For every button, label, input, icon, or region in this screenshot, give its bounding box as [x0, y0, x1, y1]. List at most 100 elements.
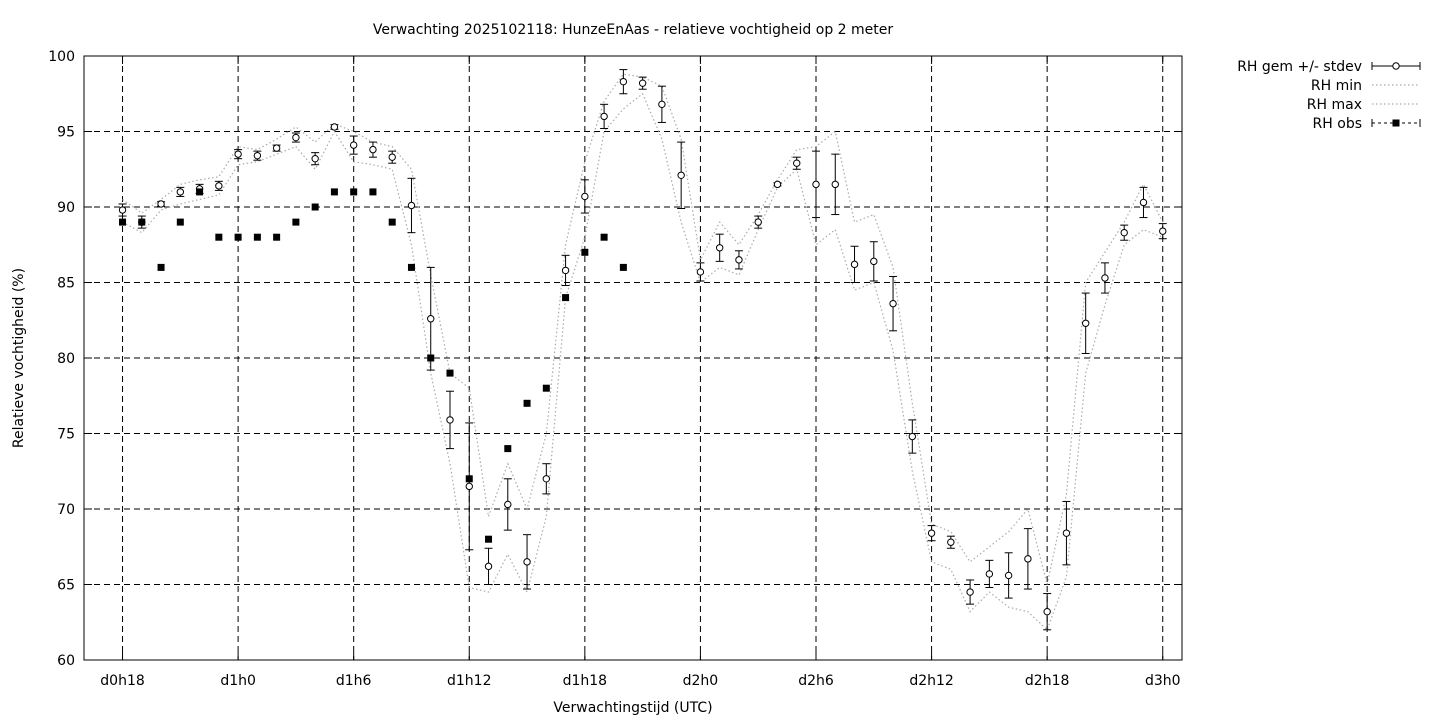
data-point-rh-gem [311, 154, 319, 163]
data-point-rh-obs [581, 248, 589, 256]
data-point-rh-gem [330, 123, 339, 131]
data-point-rh-obs [407, 263, 415, 271]
data-point-rh-obs [465, 475, 473, 483]
data-point-rh-gem [292, 133, 300, 142]
data-point-rh-gem [446, 416, 454, 424]
data-point-rh-gem [850, 260, 859, 269]
data-point-rh-obs [292, 218, 300, 226]
data-point-rh-obs [562, 294, 570, 302]
chart-title: Verwachting 2025102118: HunzeEnAas - rel… [373, 22, 894, 38]
data-point-rh-gem [542, 475, 551, 483]
data-point-rh-gem [696, 268, 705, 276]
data-point-rh-gem [1062, 529, 1071, 537]
data-point-rh-gem [1101, 274, 1109, 282]
min-max-lines [122, 73, 1164, 631]
data-point-rh-gem [561, 266, 570, 275]
data-point-rh-gem [735, 256, 743, 264]
x-axis-label: Verwachtingstijd (UTC) [553, 700, 712, 716]
data-point-rh-obs [311, 203, 319, 211]
data-point-rh-gem [1120, 228, 1128, 237]
y-tick-label: 95 [57, 125, 75, 141]
data-point-rh-obs [234, 233, 242, 241]
data-point-rh-gem [870, 257, 878, 266]
data-point-rh-obs [196, 188, 204, 196]
data-point-rh-obs [523, 399, 531, 407]
data-point-rh-obs [485, 535, 493, 543]
data-point-rh-gem [504, 500, 512, 509]
legend-label: RH obs [1313, 116, 1362, 132]
data-point-rh-obs [215, 233, 223, 241]
data-point-rh-obs [157, 263, 165, 271]
y-tick-label: 90 [57, 200, 75, 216]
data-point-rh-gem [889, 299, 897, 308]
data-point-rh-obs [542, 384, 550, 392]
legend-label: RH gem +/- stdev [1237, 59, 1362, 75]
x-tick-label: d1h18 [563, 673, 607, 689]
data-point-rh-gem [793, 159, 801, 167]
data-point-rh-gem [272, 144, 281, 152]
y-axis-label: Relatieve vochtigheid (%) [11, 268, 27, 448]
legend-label: RH max [1307, 97, 1362, 113]
data-point-rh-obs [273, 233, 281, 241]
data-point-rh-gem [677, 171, 685, 179]
y-tick-label: 85 [57, 276, 75, 292]
data-point-rh-gem [427, 315, 435, 323]
y-tick-label: 65 [57, 578, 75, 594]
data-point-rh-obs [427, 354, 435, 362]
data-point-rh-gem [253, 151, 262, 160]
x-tick-label: d1h6 [336, 673, 372, 689]
x-tick-label: d3h0 [1145, 673, 1181, 689]
data-point-rh-gem [118, 206, 127, 214]
data-point-rh-gem [484, 562, 493, 571]
data-point-rh-gem [947, 538, 955, 546]
data-point-rh-obs [504, 445, 512, 453]
x-tick-label: d2h0 [683, 673, 719, 689]
data-point-rh-obs [619, 263, 627, 271]
data-point-rh-gem [349, 141, 358, 149]
data-point-rh-obs [600, 233, 608, 241]
data-point-rh-obs [369, 188, 377, 196]
x-tick-label: d1h0 [220, 673, 256, 689]
data-point-rh-gem [715, 244, 724, 252]
data-point-rh-gem [523, 558, 531, 566]
data-point-rh-gem [1139, 198, 1148, 207]
data-point-rh-gem [754, 218, 762, 226]
data-point-rh-gem [388, 153, 396, 161]
data-point-rh-gem [215, 182, 223, 190]
x-tick-label: d2h18 [1025, 673, 1069, 689]
data-point-rh-gem [600, 112, 608, 121]
y-tick-label: 75 [57, 427, 75, 443]
data-point-rh-gem [812, 180, 820, 189]
data-point-rh-gem [638, 79, 647, 87]
data-point-rh-gem [369, 145, 377, 154]
data-point-rh-obs [253, 233, 261, 241]
y-tick-label: 80 [57, 351, 75, 367]
data-point-rh-gem [831, 180, 839, 189]
data-point-rh-obs [350, 188, 358, 196]
series-line-rh-min [122, 92, 1163, 631]
grid-lines [84, 56, 1182, 660]
data-point-rh-gem [1004, 571, 1013, 580]
y-tick-label: 60 [57, 653, 75, 669]
data-point-rh-gem [581, 192, 589, 201]
data-point-rh-gem [619, 77, 628, 86]
legend: RH gem +/- stdev RH min RH max RH obs [1237, 59, 1421, 132]
data-marks [118, 69, 1167, 631]
data-point-rh-gem [985, 570, 994, 578]
data-point-rh-gem [234, 150, 242, 158]
data-point-rh-obs [330, 188, 338, 196]
data-point-rh-obs [446, 369, 454, 377]
data-point-rh-gem [658, 100, 666, 109]
data-point-rh-gem [966, 588, 974, 596]
data-point-rh-obs [119, 218, 127, 226]
data-point-rh-gem [407, 201, 416, 210]
x-tick-label: d0h18 [100, 673, 144, 689]
data-point-rh-gem [465, 482, 473, 491]
x-tick-label: d1h12 [447, 673, 491, 689]
data-point-rh-obs [176, 218, 184, 226]
data-point-rh-gem [1043, 607, 1051, 616]
data-point-rh-gem [927, 529, 936, 537]
axis-ticks: 60 65 70 75 80 85 90 95 100 d0h18 d1h0 d1h6 d1h12 d1h… [48, 49, 1182, 689]
legend-label: RH min [1311, 78, 1362, 94]
data-point-rh-gem [1159, 227, 1167, 235]
